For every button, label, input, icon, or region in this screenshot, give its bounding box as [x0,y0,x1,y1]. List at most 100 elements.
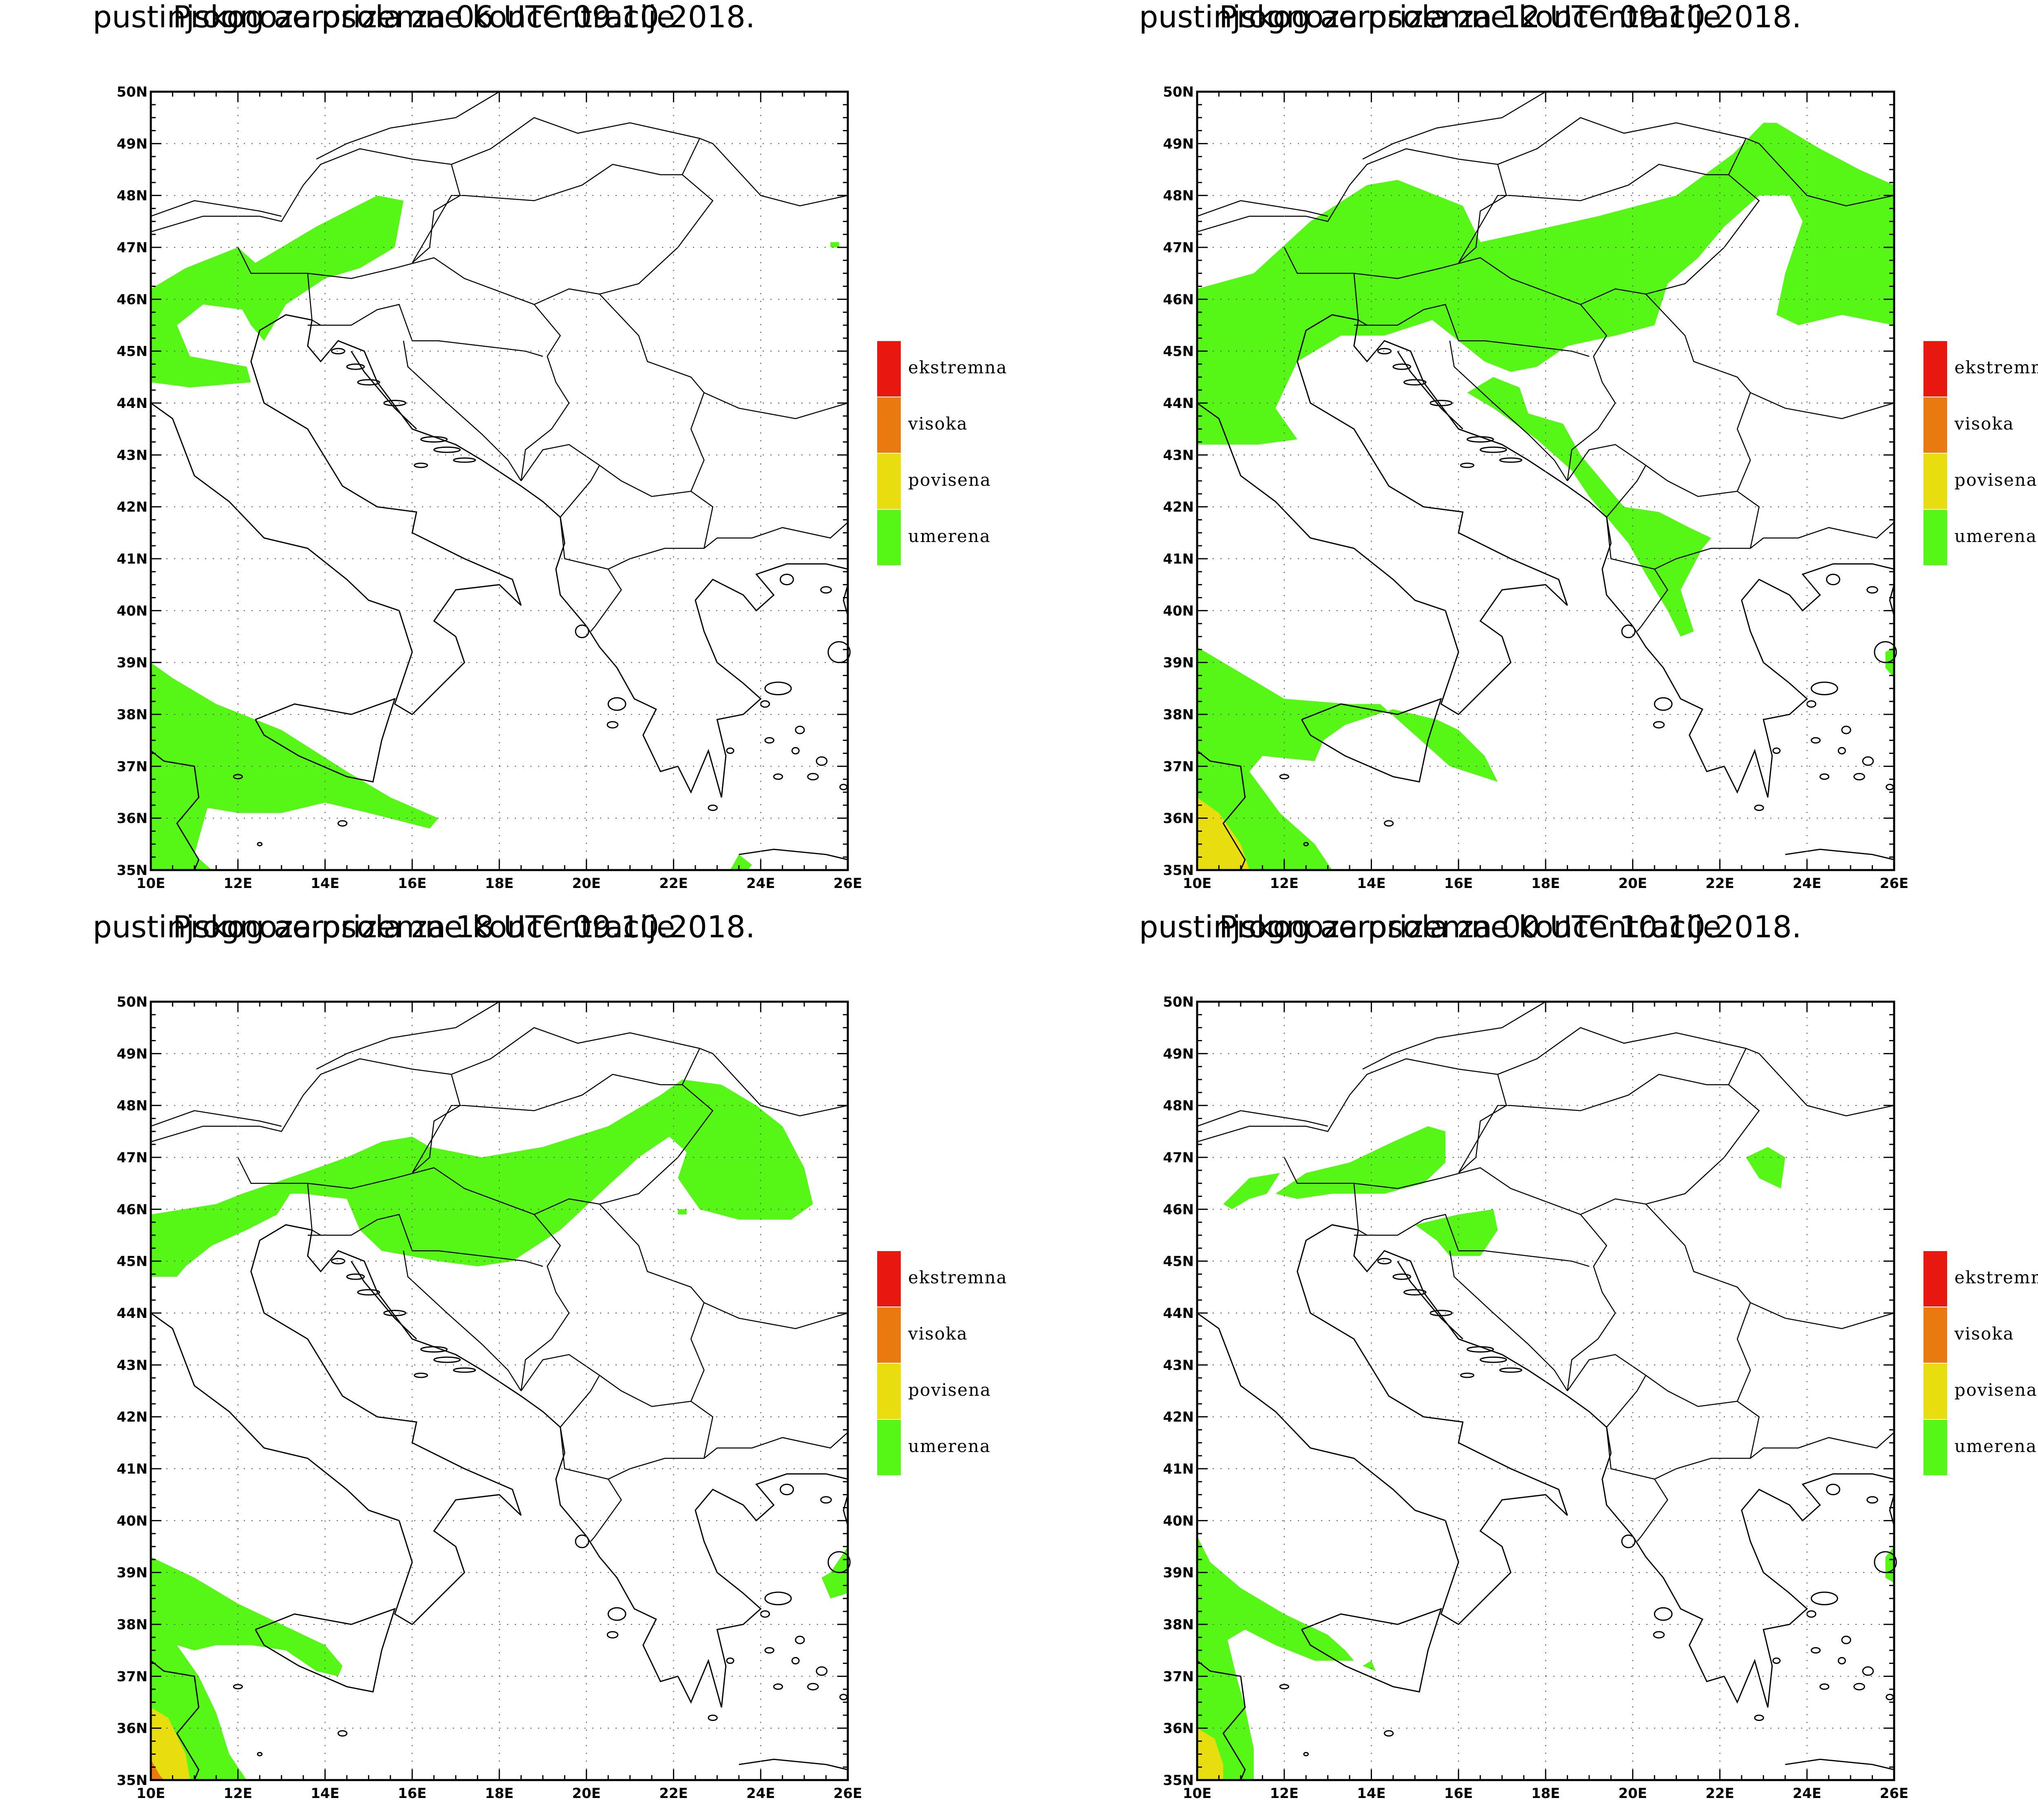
lon-tick-label: 16E [398,1785,427,1802]
lat-tick-label: 42N [117,499,148,516]
lat-tick-label: 42N [1163,1409,1194,1426]
country-border [560,1427,622,1542]
country-border [1750,1302,1895,1329]
legend-swatch [1923,1364,1947,1419]
island [1384,820,1394,827]
panel-title-line2: pustinjskog aerosola za 00 UTC 10.10.201… [1139,910,1802,945]
country-border [1654,1432,1895,1480]
aerosol-area-umerena [151,1080,813,1277]
coastline [150,750,200,870]
island [1621,1534,1636,1549]
country-border [1654,522,1895,570]
lat-tick-label: 40N [1163,1513,1194,1529]
legend-label: visoka [1954,1324,2014,1344]
lat-tick-label: 39N [117,655,148,671]
island [1754,1714,1764,1721]
lon-tick-label: 22E [1705,1785,1734,1802]
country-border [307,304,543,357]
gridlines [1197,92,1894,870]
aerosol-area-umerena [1197,1536,1354,1780]
lat-tick-label: 45N [117,344,148,360]
lat-tick-label: 37N [1163,758,1194,775]
island [1826,573,1840,586]
country-border [1458,163,1760,305]
lat-tick-label: 46N [117,1201,148,1218]
country-border [1284,1157,1354,1184]
lon-tick-label: 26E [834,875,862,892]
island [1853,773,1865,780]
lon-tick-label: 18E [485,1785,514,1802]
legend-label: povisena [908,470,991,490]
lat-tick-label: 47N [1163,1150,1194,1166]
island [1467,1346,1494,1353]
coastline [1785,1758,1895,1770]
lat-tick-label: 47N [1163,240,1194,256]
lat-tick-label: 49N [117,136,148,152]
island [726,747,734,754]
lat-tick-label: 44N [117,1305,148,1322]
legend-swatch [877,341,901,397]
legend-swatch [1923,1307,1947,1363]
island [1811,1647,1821,1654]
country-border [1284,247,1354,274]
island [764,1591,792,1606]
aerosol-areas [151,1080,848,1780]
lon-tick-label: 24E [1793,875,1822,892]
coastline [1197,1660,1246,1780]
country-border [1449,340,1568,481]
gridlines [151,92,848,870]
island [820,1496,832,1504]
lat-tick-label: 46N [117,291,148,308]
legend-swatch [877,1364,901,1419]
country-border [316,1001,500,1070]
island [820,586,832,594]
island [1303,1752,1309,1756]
island [1837,747,1846,755]
lat-tick-label: 39N [1163,1565,1194,1581]
legend-label: povisena [1954,1380,2038,1400]
panel-title-line2: pustinjskog aerosola za 18 UTC 09.10.201… [93,910,755,945]
lon-tick-label: 14E [311,1785,340,1802]
legend-item-povisena: povisena [1923,454,2038,509]
panel-title-line1: Prognoza prizemne koncentracije [1219,0,1722,35]
legend-item-visoka: visoka [877,1307,1040,1363]
lon-tick-label: 18E [1531,1785,1560,1802]
country-border [307,1214,543,1267]
island [1460,463,1475,468]
lat-tick-label: 43N [1163,447,1194,463]
lat-tick-label: 50N [117,84,148,100]
island [1811,681,1838,696]
island [816,1666,828,1676]
lat-tick-label: 35N [117,862,148,879]
island [1499,457,1522,463]
lat-tick-label: 44N [117,395,148,412]
island [1279,1684,1289,1690]
lat-tick-label: 40N [117,603,148,619]
lat-tick-label: 50N [1163,994,1194,1010]
lat-tick-label: 40N [1163,603,1194,619]
lon-tick-label: 12E [1270,875,1299,892]
aerosol-area-umerena [1197,123,1894,445]
island [346,364,365,370]
lat-tick-label: 36N [1163,1721,1194,1737]
island [1772,1657,1781,1664]
country-border [704,392,848,419]
legend-item-povisena: povisena [877,454,1040,509]
country-border [599,1375,714,1459]
coastline [739,848,848,860]
island [807,1683,819,1690]
country-border [1362,1001,1546,1070]
geography [150,1001,851,1780]
lon-tick-label: 24E [746,875,775,892]
lat-tick-label: 41N [1163,551,1194,567]
aerosol-area-umerena [1363,1661,1376,1671]
island [708,1714,718,1721]
coastline [255,698,396,783]
aerosol-area-umerena [151,1557,343,1780]
legend-item-visoka: visoka [1923,397,2038,453]
lat-tick-label: 46N [1163,1201,1194,1218]
lat-tick-label: 45N [117,1254,148,1270]
legend-label: ekstremna [908,1267,1008,1287]
lat-tick-label: 36N [117,1721,148,1737]
island [1826,1483,1840,1496]
